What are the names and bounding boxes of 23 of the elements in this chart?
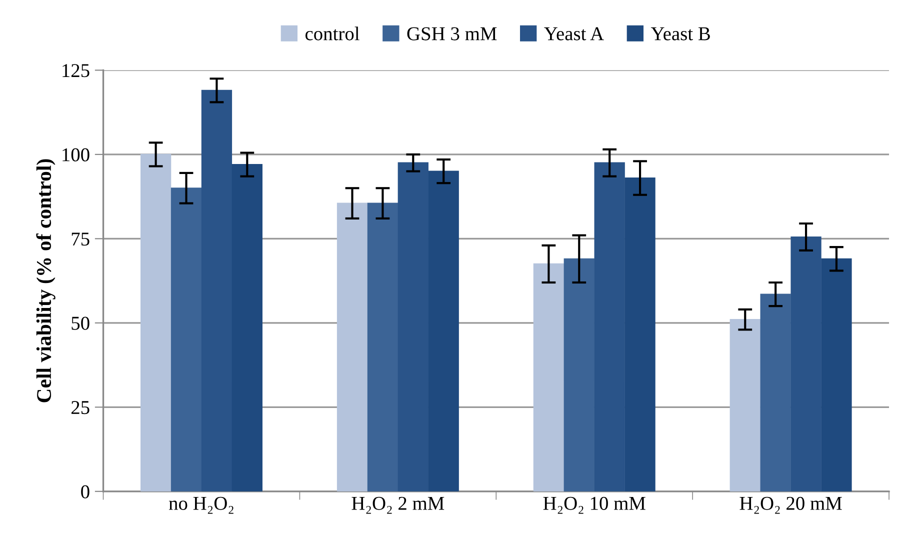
legend-label: GSH 3 mM — [407, 27, 497, 40]
y-tick-label: 0 — [81, 485, 90, 498]
x-tick-label: H₂O₂ 2 mM — [352, 496, 444, 514]
bar — [760, 294, 791, 492]
legend-label: Yeast B — [650, 27, 710, 40]
bar — [367, 202, 398, 492]
legend-label: Yeast A — [544, 27, 604, 40]
bar — [730, 318, 760, 492]
x-tick-label: no H₂O₂ — [168, 496, 234, 514]
bar — [170, 188, 202, 492]
y-tick-label: 75 — [72, 232, 90, 246]
x-tick-label: H₂O₂ 20 mM — [740, 496, 842, 514]
x-tick-label: H₂O₂ 10 mM — [543, 496, 646, 514]
y-tick-label: 100 — [62, 148, 90, 162]
bar — [336, 202, 368, 492]
bar — [564, 258, 594, 492]
y-tick-label: 50 — [72, 316, 90, 330]
bar — [140, 154, 172, 492]
bar — [533, 263, 564, 492]
legend-label: control — [305, 26, 360, 40]
y-axis-title: Cell viability (% of control) — [36, 159, 56, 402]
y-tick-label: 125 — [62, 64, 90, 78]
y-tick-label: 25 — [71, 401, 90, 414]
